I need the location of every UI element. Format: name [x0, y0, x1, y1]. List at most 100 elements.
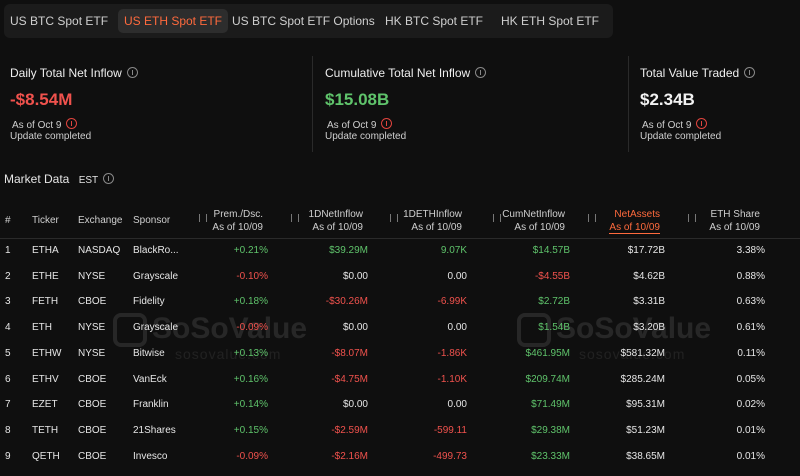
table-cell: NYSE	[78, 322, 106, 334]
watermark: SoSoValue	[152, 312, 308, 345]
watermark-logo	[113, 313, 147, 347]
watermark-site: sosovalue.com	[175, 346, 282, 362]
column-header[interactable]: NetAssets	[614, 209, 660, 220]
info-icon[interactable]	[103, 173, 115, 184]
table-cell[interactable]: ETHW	[32, 347, 62, 359]
table-cell: 0.61%	[736, 322, 765, 334]
table-cell: 0.02%	[736, 399, 765, 411]
tab[interactable]: HK BTC Spot ETF	[384, 14, 484, 28]
column-header[interactable]: 1DNetInflow	[308, 209, 363, 220]
table-cell[interactable]: ETHV	[32, 373, 59, 385]
sort-icon[interactable]	[688, 214, 696, 222]
table-cell: NASDAQ	[78, 245, 121, 256]
table-cell: $0.00	[342, 322, 368, 334]
watermark-logo	[517, 313, 551, 347]
tab[interactable]: US BTC Spot ETF Options	[232, 14, 375, 28]
table-cell: Fidelity	[133, 296, 165, 308]
sort-icon[interactable]	[588, 214, 596, 222]
table-cell: 0.00	[447, 270, 467, 282]
info-icon[interactable]	[696, 118, 708, 129]
table-cell: NYSE	[78, 270, 106, 282]
info-icon[interactable]	[66, 118, 78, 129]
table-cell: 0.11%	[737, 347, 765, 359]
table-cell[interactable]: TETH	[32, 424, 59, 436]
table-cell: CBOE	[78, 373, 107, 385]
as-of: As of Oct 9	[327, 118, 393, 131]
divider	[628, 56, 629, 152]
table-cell: -$4.75M	[331, 373, 368, 385]
table-cell: $1.54B	[538, 322, 570, 334]
table-cell[interactable]: ETH	[32, 322, 52, 334]
table-cell: 9	[5, 450, 11, 462]
table-cell: +0.14%	[233, 399, 268, 411]
table-cell: +0.15%	[233, 424, 268, 436]
info-icon[interactable]	[475, 67, 487, 78]
table-cell: +0.16%	[233, 373, 268, 385]
column-subheader[interactable]: As of 10/09	[312, 222, 363, 233]
info-icon[interactable]	[381, 118, 393, 129]
column-subheader[interactable]: As of 10/09	[514, 222, 565, 233]
table-cell: $209.74M	[525, 373, 570, 385]
table-cell[interactable]: FETH	[32, 296, 59, 308]
table-cell: -$4.55B	[534, 270, 570, 282]
table-cell: CBOE	[78, 424, 107, 436]
table-cell[interactable]: ETHA	[32, 245, 59, 256]
column-header[interactable]: CumNetInflow	[502, 209, 565, 220]
table-cell[interactable]: ETHE	[32, 270, 59, 282]
column-header[interactable]: Prem./Dsc.	[213, 209, 263, 220]
table-cell: -$2.59M	[331, 424, 368, 436]
table-cell[interactable]: EZET	[32, 399, 58, 411]
sort-icon[interactable]	[291, 214, 299, 222]
tab[interactable]: US BTC Spot ETF	[10, 14, 109, 28]
timezone[interactable]: EST	[78, 175, 99, 186]
column-header[interactable]: ETH Share	[710, 209, 760, 220]
table-cell: 7	[5, 399, 11, 411]
watermark: SoSoValue	[556, 312, 712, 345]
table-cell: CBOE	[78, 399, 107, 411]
table-cell: $39.29M	[329, 245, 368, 256]
table-cell: CBOE	[78, 296, 107, 308]
table-cell: $285.24M	[620, 373, 665, 385]
tab[interactable]: US ETH Spot ETF	[118, 9, 228, 33]
table-cell: Invesco	[133, 450, 168, 462]
as-of: As of Oct 9	[642, 118, 708, 131]
table-cell: $17.72B	[627, 245, 665, 256]
table-cell: $581.32M	[620, 347, 665, 359]
column-subheader[interactable]: As of 10/09	[212, 222, 263, 233]
column-subheader[interactable]: As of 10/09	[609, 222, 660, 234]
table-cell: 0.01%	[736, 450, 765, 462]
column-header[interactable]: 1DETHInflow	[403, 209, 462, 220]
column-header: #	[5, 215, 11, 226]
table-cell: 2	[5, 270, 11, 282]
table-cell: $3.31B	[633, 296, 665, 308]
table-cell: -499.73	[433, 450, 467, 462]
table-cell[interactable]: QETH	[32, 450, 60, 462]
column-subheader[interactable]: As of 10/09	[411, 222, 462, 233]
card-title: Daily Total Net Inflow	[10, 66, 138, 80]
info-icon[interactable]	[126, 67, 138, 78]
table-cell: $0.00	[342, 399, 368, 411]
table-cell: $14.57B	[532, 245, 570, 256]
as-of: As of Oct 9	[12, 118, 78, 131]
column-header: Sponsor	[133, 215, 171, 226]
sort-icon[interactable]	[390, 214, 398, 222]
column-header: Exchange	[78, 215, 123, 226]
sort-icon[interactable]	[199, 214, 207, 222]
card-value: $2.34B	[640, 90, 695, 109]
table-cell: Franklin	[133, 399, 169, 411]
info-icon[interactable]	[744, 67, 756, 78]
table-cell: 0.00	[447, 399, 467, 411]
table-cell: Bitwise	[133, 347, 165, 359]
column-subheader[interactable]: As of 10/09	[709, 222, 760, 233]
status: Update completed	[10, 131, 92, 142]
sort-icon[interactable]	[493, 214, 501, 222]
tab[interactable]: HK ETH Spot ETF	[500, 14, 600, 28]
table-cell: -0.09%	[236, 450, 268, 462]
table-cell: 1	[5, 245, 11, 256]
watermark-site: sosovalue.com	[579, 346, 686, 362]
table-cell: -$8.07M	[331, 347, 368, 359]
table-cell: 0.88%	[736, 270, 765, 282]
card-value: -$8.54M	[10, 90, 73, 109]
table-cell: $0.00	[342, 270, 368, 282]
table-cell: -$2.16M	[331, 450, 368, 462]
